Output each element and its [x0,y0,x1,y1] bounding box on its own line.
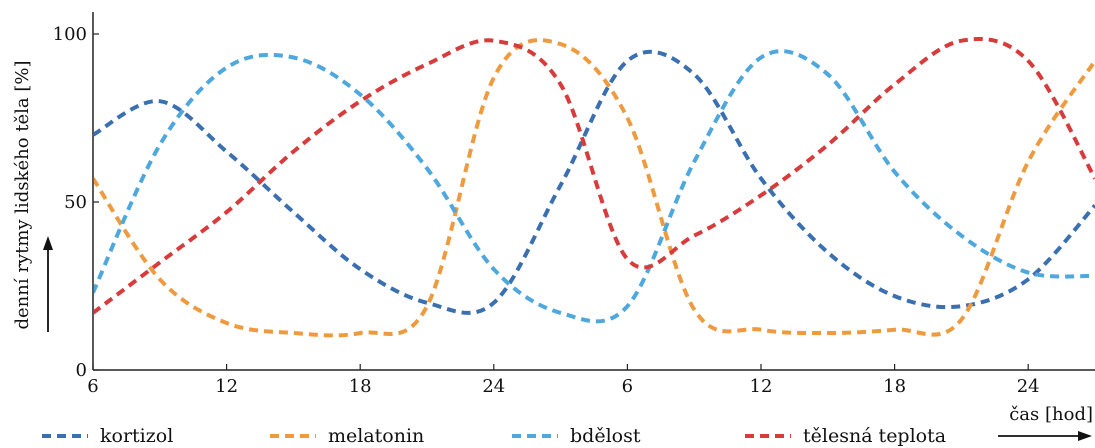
x-tick-label: 24 [1017,376,1040,397]
series-line-tělesná-teplota [94,37,1095,315]
y-tick-label: 50 [64,192,87,213]
y-tick-label: 100 [53,24,87,45]
x-axis-arrow [998,431,1092,441]
series-line-melatonin [94,38,1095,338]
legend-label: kortizol [100,425,173,447]
x-ticks: 6 12 18 24 6 12 18 24 [87,364,1040,397]
legend-label: bdělost [570,425,641,447]
y-ticks: 0 50 100 [53,24,99,381]
x-tick-label: 18 [349,376,372,397]
x-tick-label: 6 [622,376,633,397]
x-axis-label: čas [hod] [1009,404,1093,425]
x-tick-label: 24 [482,376,505,397]
legend-label: tělesná teplota [803,425,946,447]
y-axis-label: denní rytmy lidského těla [%] [12,60,33,329]
y-tick-label: 0 [76,360,87,381]
x-tick-label: 12 [750,376,773,397]
x-tick-label: 12 [215,376,238,397]
series-lines [94,37,1095,338]
plot-area: 0 50 100 6 12 18 24 6 12 18 24 [53,12,1095,397]
y-axis-arrow [43,236,53,332]
legend-label: melatonin [328,425,424,447]
x-tick-label: 18 [883,376,906,397]
x-tick-label: 6 [87,376,98,397]
series-line-bdělost [94,49,1095,324]
legend: kortizol melatonin bdělost tělesná teplota [42,425,946,447]
series-line-kortizol [94,49,1095,315]
